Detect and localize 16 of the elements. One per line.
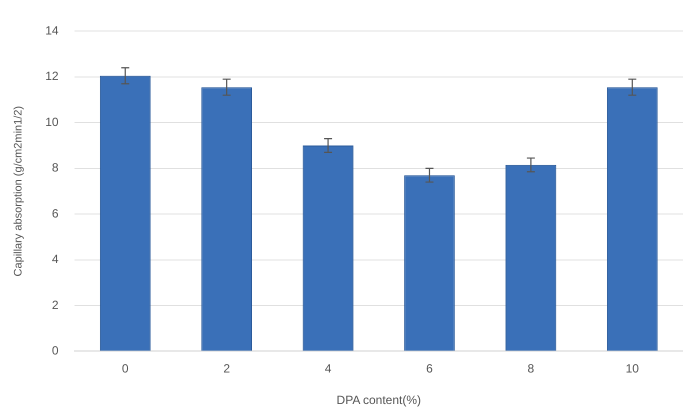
x-tick-label: 4 <box>324 362 332 376</box>
y-tick-label: 10 <box>45 114 59 129</box>
y-tick-label: 12 <box>45 69 59 84</box>
x-axis-title: DPA content(%) <box>336 393 422 408</box>
x-tick-label: 10 <box>626 362 640 376</box>
y-tick-label: 4 <box>52 252 59 266</box>
x-tick-label: 6 <box>426 362 434 376</box>
y-tick-label: 6 <box>52 206 59 220</box>
x-tick-label: 0 <box>122 362 129 376</box>
y-tick-label: 2 <box>52 298 59 312</box>
y-axis-title: Capillary absorption (g/cm2min1/2) <box>12 106 25 276</box>
y-tick-label: 14 <box>45 24 59 38</box>
x-tick-label: 8 <box>528 362 535 376</box>
y-tick-label: 0 <box>52 344 59 358</box>
x-tick-label: 2 <box>223 362 230 376</box>
y-tick-label: 8 <box>52 160 59 175</box>
